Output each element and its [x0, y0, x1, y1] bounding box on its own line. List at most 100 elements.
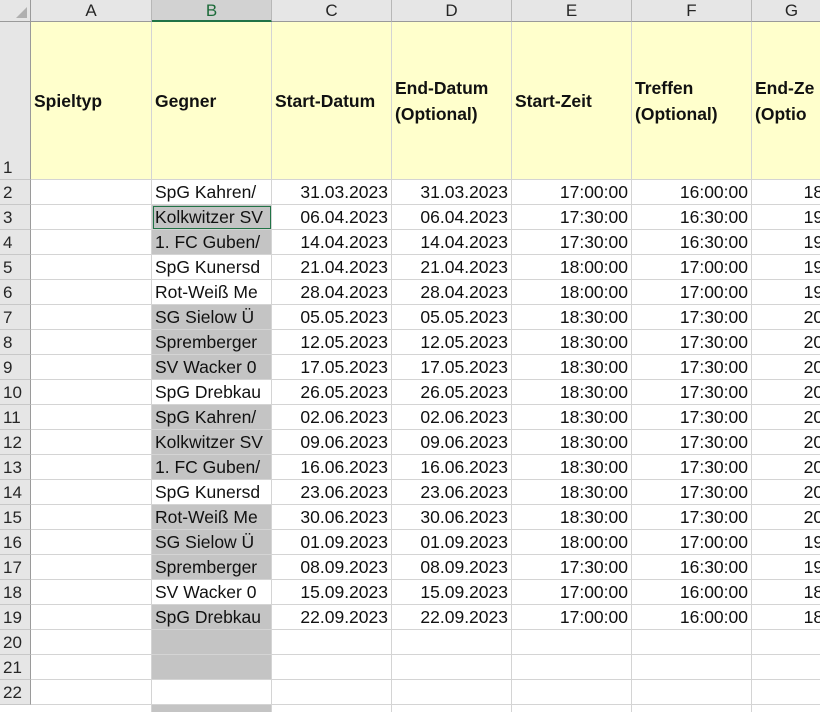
row-header-18[interactable]: 18 [0, 580, 31, 605]
cell-end-zeit[interactable]: 19: [752, 280, 820, 305]
cell-treffen[interactable]: 16:30:00 [632, 555, 752, 580]
row-header-6[interactable]: 6 [0, 280, 31, 305]
cell-start-zeit[interactable] [512, 680, 632, 705]
row-header-5[interactable]: 5 [0, 255, 31, 280]
cell-start-zeit[interactable] [512, 705, 632, 712]
cell-start-datum[interactable]: 26.05.2023 [272, 380, 392, 405]
cell-end-zeit[interactable]: 19: [752, 255, 820, 280]
cell-spieltyp[interactable] [31, 230, 152, 255]
cell-end-datum[interactable]: 06.04.2023 [392, 205, 512, 230]
column-header-c[interactable]: C [272, 0, 392, 22]
cell-treffen[interactable]: 16:30:00 [632, 205, 752, 230]
cell-start-datum[interactable]: 02.06.2023 [272, 405, 392, 430]
cell-end-zeit[interactable] [752, 655, 820, 680]
cell-start-datum[interactable] [272, 680, 392, 705]
cell-gegner[interactable]: SpG Kahren/ [152, 405, 272, 430]
cell-end-datum[interactable]: 31.03.2023 [392, 180, 512, 205]
cell-start-zeit[interactable]: 18:30:00 [512, 405, 632, 430]
cell-end-zeit[interactable] [752, 630, 820, 655]
column-header-b[interactable]: B [152, 0, 272, 22]
cell-end-datum[interactable]: 30.06.2023 [392, 505, 512, 530]
cell-start-datum[interactable]: 08.09.2023 [272, 555, 392, 580]
cell-spieltyp[interactable] [31, 355, 152, 380]
cell-start-zeit[interactable]: 17:30:00 [512, 230, 632, 255]
cell-spieltyp[interactable] [31, 205, 152, 230]
cell-spieltyp[interactable] [31, 180, 152, 205]
header-cell-treffen[interactable]: Treffen (Optional) [632, 22, 752, 180]
cell-end-zeit[interactable]: 18: [752, 580, 820, 605]
row-header-11[interactable]: 11 [0, 405, 31, 430]
cell-end-datum[interactable] [392, 630, 512, 655]
cell-spieltyp[interactable] [31, 505, 152, 530]
cell-treffen[interactable]: 16:00:00 [632, 180, 752, 205]
row-header-3[interactable]: 3 [0, 205, 31, 230]
cell-end-datum[interactable]: 28.04.2023 [392, 280, 512, 305]
cell-gegner[interactable]: SpG Drebkau [152, 605, 272, 630]
cell-spieltyp[interactable] [31, 280, 152, 305]
column-header-g[interactable]: G [752, 0, 820, 22]
cell-start-datum[interactable] [272, 630, 392, 655]
cell-start-datum[interactable]: 30.06.2023 [272, 505, 392, 530]
cell-end-zeit[interactable]: 20: [752, 505, 820, 530]
cell-treffen[interactable]: 17:30:00 [632, 355, 752, 380]
cell-start-zeit[interactable]: 17:30:00 [512, 205, 632, 230]
column-header-e[interactable]: E [512, 0, 632, 22]
cell-spieltyp[interactable] [31, 480, 152, 505]
cell-treffen[interactable] [632, 630, 752, 655]
cell-start-zeit[interactable]: 18:30:00 [512, 305, 632, 330]
cell-spieltyp[interactable] [31, 630, 152, 655]
cell-treffen[interactable] [632, 655, 752, 680]
cell-start-zeit[interactable]: 18:30:00 [512, 430, 632, 455]
cell-start-datum[interactable] [272, 655, 392, 680]
cell-treffen[interactable]: 17:30:00 [632, 305, 752, 330]
cell-end-datum[interactable]: 26.05.2023 [392, 380, 512, 405]
cell-spieltyp[interactable] [31, 305, 152, 330]
row-header-15[interactable]: 15 [0, 505, 31, 530]
cell-gegner[interactable]: SV Wacker 0 [152, 355, 272, 380]
cell-treffen[interactable]: 17:30:00 [632, 330, 752, 355]
cell-start-datum[interactable]: 17.05.2023 [272, 355, 392, 380]
cell-start-zeit[interactable]: 17:00:00 [512, 605, 632, 630]
cell-treffen[interactable]: 17:00:00 [632, 530, 752, 555]
cell-start-zeit[interactable]: 18:30:00 [512, 455, 632, 480]
cell-end-zeit[interactable]: 19: [752, 555, 820, 580]
cell-spieltyp[interactable] [31, 530, 152, 555]
cell-spieltyp[interactable] [31, 405, 152, 430]
cell-gegner[interactable]: 1. FC Guben/ [152, 230, 272, 255]
cell-treffen[interactable]: 16:30:00 [632, 230, 752, 255]
cell-end-zeit[interactable]: 20: [752, 380, 820, 405]
cell-end-zeit[interactable]: 19: [752, 230, 820, 255]
cell-start-datum[interactable]: 22.09.2023 [272, 605, 392, 630]
row-header-17[interactable]: 17 [0, 555, 31, 580]
header-cell-spieltyp[interactable]: Spieltyp [31, 22, 152, 180]
cell-end-zeit[interactable]: 18: [752, 180, 820, 205]
header-cell-end-datum[interactable]: End-Datum (Optional) [392, 22, 512, 180]
cell-start-zeit[interactable]: 18:30:00 [512, 355, 632, 380]
cell-start-datum[interactable]: 09.06.2023 [272, 430, 392, 455]
cell-end-datum[interactable] [392, 655, 512, 680]
cell-spieltyp[interactable] [31, 255, 152, 280]
cell-gegner[interactable]: SpG Kunersd [152, 480, 272, 505]
cell-gegner[interactable]: SG Sielow Ü [152, 530, 272, 555]
cell-start-zeit[interactable] [512, 630, 632, 655]
cell-gegner[interactable] [152, 630, 272, 655]
cell-treffen[interactable]: 17:00:00 [632, 255, 752, 280]
cell-gegner[interactable]: SG Sielow Ü [152, 305, 272, 330]
cell-gegner[interactable]: Rot-Weiß Me [152, 505, 272, 530]
cell-gegner[interactable]: Kolkwitzer SV [152, 205, 272, 230]
cell-end-zeit[interactable]: 20: [752, 480, 820, 505]
row-header-8[interactable]: 8 [0, 330, 31, 355]
cell-end-datum[interactable]: 05.05.2023 [392, 305, 512, 330]
cell-end-datum[interactable]: 12.05.2023 [392, 330, 512, 355]
cell-start-datum[interactable]: 28.04.2023 [272, 280, 392, 305]
column-header-f[interactable]: F [632, 0, 752, 22]
cell-spieltyp[interactable] [31, 555, 152, 580]
row-header-2[interactable]: 2 [0, 180, 31, 205]
cell-start-datum[interactable]: 05.05.2023 [272, 305, 392, 330]
row-header-20[interactable]: 20 [0, 630, 31, 655]
cell-spieltyp[interactable] [31, 430, 152, 455]
row-header-10[interactable]: 10 [0, 380, 31, 405]
cell-end-datum[interactable]: 14.04.2023 [392, 230, 512, 255]
cell-start-zeit[interactable]: 17:00:00 [512, 180, 632, 205]
cell-spieltyp[interactable] [31, 455, 152, 480]
